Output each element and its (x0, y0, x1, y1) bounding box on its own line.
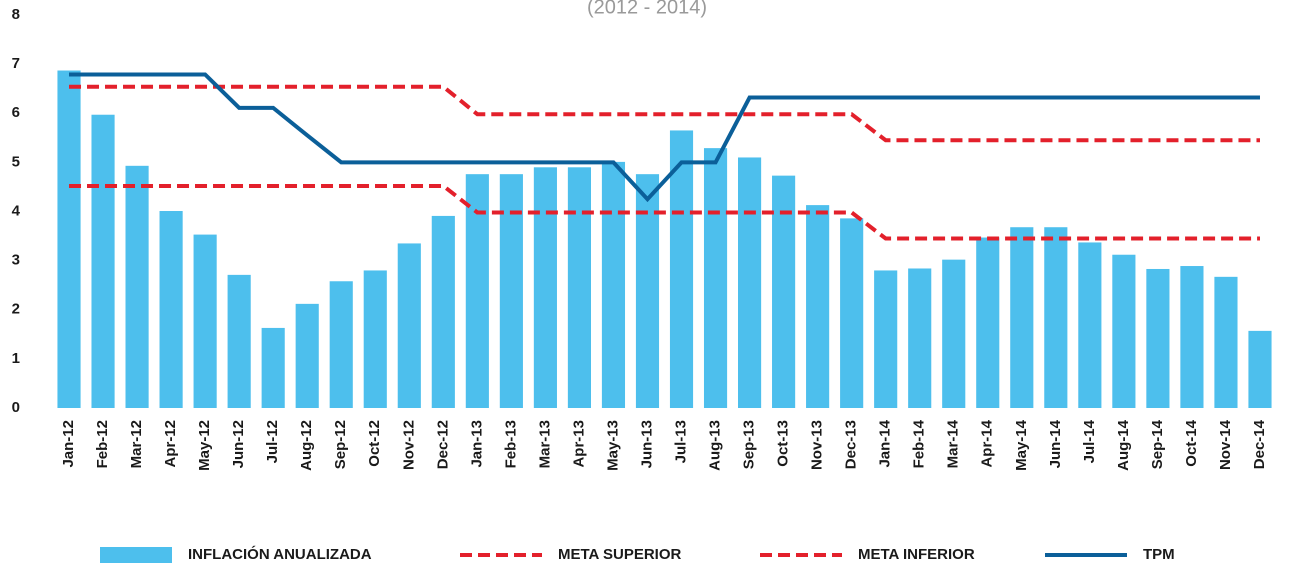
bar (363, 270, 387, 408)
x-tick-label: Sep-12 (332, 420, 349, 469)
x-tick-label: Aug-14 (1115, 419, 1132, 470)
x-tick-label: Jul-12 (264, 420, 281, 463)
bar (329, 281, 353, 408)
bar (806, 205, 830, 408)
x-tick-label: Mar-14 (945, 419, 962, 468)
bar (91, 114, 115, 408)
bar (567, 167, 591, 408)
bar (874, 270, 898, 408)
bar (465, 174, 489, 408)
bar (840, 218, 864, 408)
x-tick-label: Dec-12 (434, 420, 451, 469)
line (69, 72, 1260, 203)
y-tick-label: 8 (12, 6, 20, 23)
y-tick-label: 5 (12, 153, 20, 170)
x-tick-label: Feb-12 (94, 420, 111, 468)
x-tick-label: May-12 (196, 420, 213, 471)
legend-label: META SUPERIOR (558, 546, 682, 563)
x-tick-label: Nov-13 (809, 420, 826, 470)
x-tick-label: May-14 (1013, 419, 1030, 471)
bar (1044, 227, 1068, 408)
bar (1078, 242, 1102, 408)
bar (125, 165, 149, 408)
x-tick-label: Mar-13 (536, 420, 553, 468)
line (69, 84, 1260, 143)
x-tick-label: Oct-14 (1183, 419, 1200, 466)
x-tick-label: Jan-14 (877, 419, 894, 467)
legend-swatch (100, 547, 172, 563)
bar (227, 274, 251, 408)
bar (499, 174, 523, 408)
x-tick-label: Dec-14 (1251, 419, 1268, 469)
y-tick-label: 2 (12, 301, 20, 318)
x-tick-label: Nov-12 (400, 420, 417, 470)
x-tick-label: Jun-13 (638, 420, 655, 468)
y-tick-label: 6 (12, 104, 20, 121)
x-tick-label: Feb-14 (911, 419, 928, 468)
y-tick-label: 7 (12, 55, 20, 72)
x-tick-label: Oct-13 (775, 420, 792, 467)
bar (57, 70, 81, 408)
bar (533, 167, 557, 408)
bar (772, 175, 796, 408)
bar (431, 215, 455, 408)
legend-label: META INFERIOR (858, 546, 975, 563)
x-tick-label: Jan-12 (60, 420, 77, 468)
bar (159, 211, 183, 408)
bar (295, 303, 319, 408)
x-tick-label: Jun-12 (230, 420, 247, 468)
bar (1248, 330, 1272, 408)
chart-subtitle: (2012 - 2014) (587, 0, 707, 18)
bar (976, 237, 1000, 408)
bar (193, 234, 217, 408)
legend-label: INFLACIÓN ANUALIZADA (188, 545, 372, 563)
x-tick-label: Jul-14 (1081, 419, 1098, 463)
bar (1180, 266, 1204, 408)
x-tick-label: Jan-13 (468, 420, 485, 468)
y-tick-label: 4 (12, 202, 21, 219)
bar (1214, 276, 1238, 408)
x-tick-label: Apr-14 (979, 419, 996, 467)
x-tick-label: May-13 (604, 420, 621, 471)
x-tick-label: Sep-13 (741, 420, 758, 469)
bar (738, 157, 762, 408)
y-tick-label: 0 (12, 399, 20, 416)
y-tick-label: 3 (12, 252, 20, 269)
x-tick-label: Oct-12 (366, 420, 383, 467)
bar (1010, 227, 1034, 408)
line (69, 183, 1260, 241)
x-tick-label: Aug-13 (707, 420, 724, 471)
bar (908, 268, 932, 408)
x-tick-label: Mar-12 (128, 420, 145, 468)
bar (1146, 268, 1170, 408)
x-tick-label: Aug-12 (298, 420, 315, 471)
bar (669, 130, 694, 408)
bar (397, 243, 421, 408)
x-tick-label: Jun-14 (1047, 419, 1064, 468)
y-tick-label: 1 (12, 350, 20, 367)
x-tick-label: Apr-13 (570, 420, 587, 468)
x-tick-label: Jul-13 (672, 420, 689, 463)
x-tick-label: Feb-13 (502, 420, 519, 468)
x-tick-label: Apr-12 (162, 420, 179, 468)
bar (942, 259, 966, 408)
bar (635, 174, 660, 408)
bar (601, 161, 626, 408)
x-tick-label: Sep-14 (1149, 419, 1166, 469)
bar (261, 327, 285, 408)
x-tick-label: Dec-13 (843, 420, 860, 469)
bar (1112, 254, 1136, 408)
x-tick-label: Nov-14 (1217, 419, 1234, 470)
legend-label: TPM (1143, 546, 1175, 563)
bar (703, 148, 728, 408)
